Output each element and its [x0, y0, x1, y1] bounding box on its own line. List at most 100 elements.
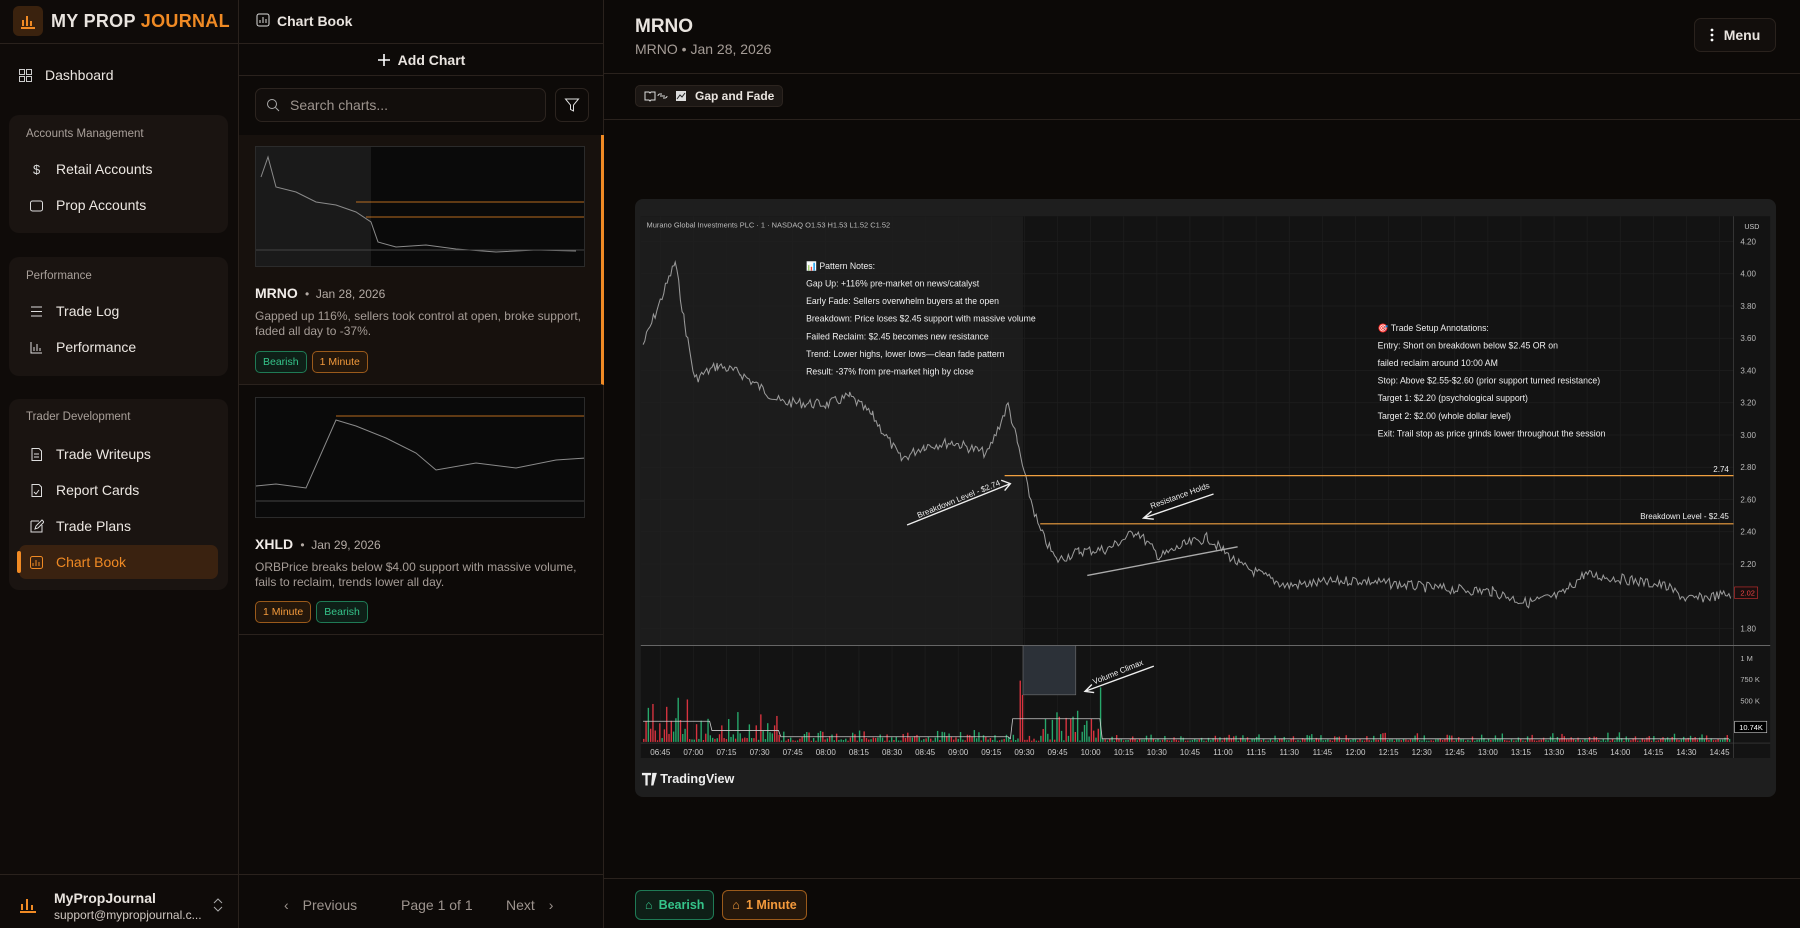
- volume-bar: [1258, 734, 1260, 742]
- volume-bar: [1460, 738, 1462, 742]
- chart-card[interactable]: MRNO • Jan 28, 2026 Gapped up 116%, sell…: [239, 135, 604, 385]
- volume-bar: [1614, 740, 1616, 742]
- volume-bar: [668, 733, 670, 742]
- volume-bar: [1228, 734, 1230, 742]
- volume-bar: [1446, 734, 1448, 742]
- nav-item[interactable]: Performance: [19, 330, 218, 364]
- volume-bar: [1099, 687, 1102, 742]
- time-tick-label: 13:15: [1511, 748, 1532, 757]
- volume-bar: [1602, 738, 1605, 742]
- time-tick-label: 10:30: [1147, 748, 1168, 757]
- volume-bar: [884, 740, 886, 742]
- volume-bar: [748, 724, 751, 742]
- volume-bar: [1455, 739, 1458, 742]
- last-volume: 10.74K: [1739, 723, 1763, 732]
- volume-bar: [737, 712, 739, 742]
- volume-bar: [969, 735, 971, 742]
- volume-bar: [1040, 735, 1042, 742]
- nav-item[interactable]: Trade Log: [19, 294, 218, 328]
- volume-bar: [1623, 740, 1625, 742]
- volume-bar: [1262, 739, 1265, 742]
- menu-button[interactable]: Menu: [1694, 18, 1776, 52]
- volume-bar: [930, 738, 932, 742]
- volume-bar: [670, 720, 673, 742]
- volume-bar: [849, 737, 852, 742]
- previous-button[interactable]: ‹ Previous: [284, 897, 358, 913]
- volume-bar: [744, 737, 746, 742]
- volume-bar: [721, 725, 723, 742]
- volume-bar: [693, 739, 695, 742]
- volume-bar: [718, 734, 721, 742]
- volume-bar: [840, 739, 842, 742]
- volume-bar: [1216, 739, 1219, 742]
- volume-bar: [1393, 740, 1396, 742]
- volume-bar: [645, 720, 647, 742]
- volume-bar: [955, 737, 957, 742]
- volume-bar: [1593, 736, 1595, 742]
- volume-bar: [810, 740, 813, 742]
- time-tick-label: 07:45: [783, 748, 804, 757]
- volume-bar: [789, 737, 792, 742]
- volume-bar: [1301, 738, 1304, 742]
- volume-bar: [817, 732, 819, 742]
- volume-bar: [764, 739, 767, 742]
- nav-item[interactable]: Dashboard: [18, 58, 218, 92]
- volume-bar: [654, 730, 656, 742]
- nav-item[interactable]: Trade Writeups: [19, 437, 218, 471]
- volume-bar: [1604, 740, 1607, 742]
- volume-bar: [1363, 740, 1366, 742]
- price-tick-label: 3.80: [1740, 302, 1756, 311]
- user-menu[interactable]: MyPropJournal support@mypropjournal.c...: [12, 886, 232, 922]
- tag[interactable]: ⌂ 1 Minute: [722, 890, 807, 920]
- volume-bar: [1545, 739, 1547, 742]
- volume-bar: [1402, 738, 1405, 742]
- volume-bar: [1177, 740, 1180, 742]
- volume-bar: [1728, 738, 1731, 742]
- user-email: support@mypropjournal.c...: [54, 908, 202, 922]
- add-chart-button[interactable]: Add Chart: [239, 45, 604, 74]
- tag[interactable]: ⌂ Bearish: [635, 890, 715, 920]
- volume-bar: [1588, 737, 1591, 742]
- volume-bar: [1657, 740, 1660, 742]
- volume-bar: [1616, 736, 1618, 742]
- volume-bar: [1641, 738, 1644, 742]
- volume-bar: [1485, 740, 1487, 742]
- next-button[interactable]: Next ›: [506, 897, 554, 913]
- currency-label: USD: [1744, 223, 1759, 231]
- pattern-tag[interactable]: Gap and Fade: [635, 85, 784, 107]
- nav-item[interactable]: $ Retail Accounts: [19, 152, 218, 186]
- volume-bar: [1081, 731, 1083, 742]
- nav-label: Trade Writeups: [56, 446, 151, 462]
- time-tick-label: 09:45: [1047, 748, 1068, 757]
- volume-bar: [911, 737, 914, 742]
- setup-line: Target 1: $2.20 (psychological support): [1378, 393, 1528, 403]
- search-input[interactable]: Search charts...: [255, 88, 546, 122]
- chart-card[interactable]: XHLD • Jan 29, 2026 ORBPrice breaks belo…: [239, 385, 604, 635]
- volume-bar: [1724, 737, 1726, 742]
- time-tick-label: 09:00: [948, 748, 969, 757]
- volume-bar: [1673, 733, 1676, 742]
- volume-bar: [698, 738, 700, 742]
- volume-bar: [1251, 738, 1253, 742]
- volume-bar: [833, 740, 835, 742]
- volume-bar: [1014, 739, 1017, 742]
- nav-item[interactable]: Report Cards: [19, 473, 218, 507]
- volume-bar: [987, 739, 989, 742]
- volume-bar: [1343, 740, 1345, 742]
- volume-bar: [1019, 680, 1021, 742]
- nav-item[interactable]: Prop Accounts: [19, 188, 218, 222]
- volume-bar: [1412, 739, 1414, 742]
- volume-bar: [732, 734, 734, 742]
- filter-button[interactable]: [555, 88, 589, 122]
- volume-bar: [1598, 739, 1600, 742]
- volume-bar: [776, 715, 778, 742]
- nav-item[interactable]: Chart Book: [17, 545, 218, 579]
- volume-bar: [856, 740, 858, 742]
- volume-bar: [1003, 738, 1005, 742]
- tag: 1 Minute: [255, 601, 312, 623]
- time-tick-label: 12:00: [1345, 748, 1366, 757]
- volume-bar: [705, 733, 707, 742]
- volume-bar: [1540, 739, 1543, 742]
- volume-bar: [1400, 740, 1403, 742]
- nav-item[interactable]: Trade Plans: [19, 509, 218, 543]
